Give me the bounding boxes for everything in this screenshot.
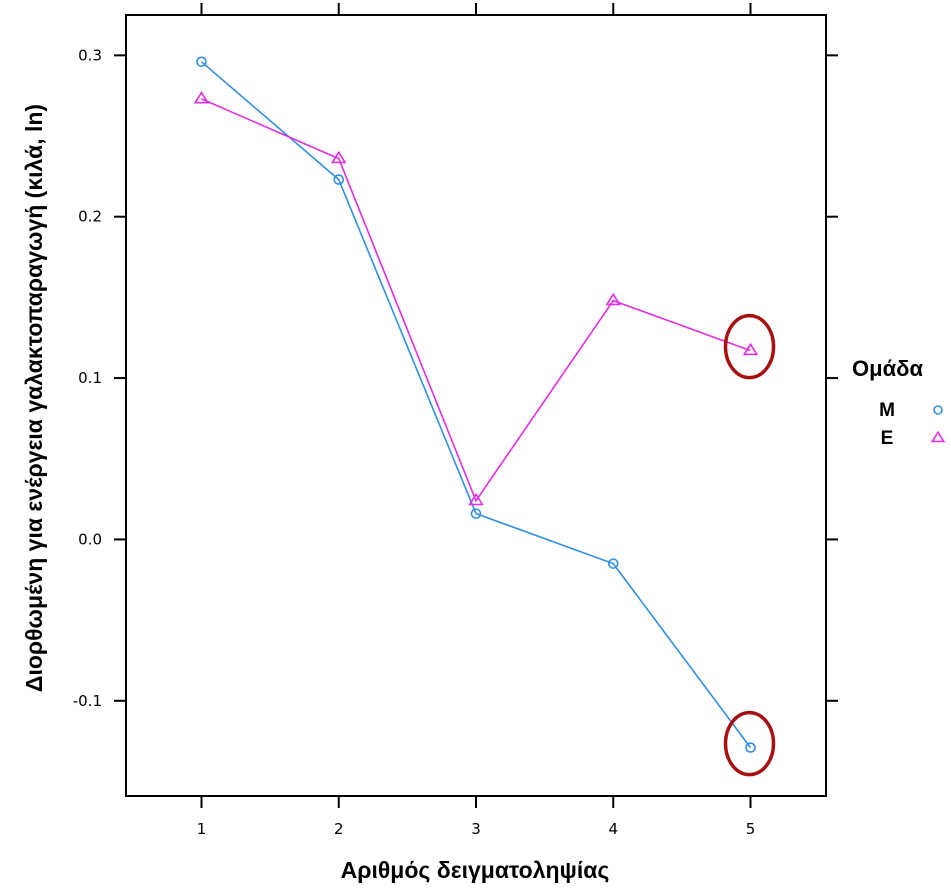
y-axis-title: Διορθωμένη για ενέργεια γαλακτοπαραγωγή …: [21, 104, 47, 692]
y-tick-label-0.1: 0.1: [78, 369, 102, 387]
highlight-circle-1: [723, 313, 776, 380]
legend: Ομάδα ME: [852, 356, 946, 449]
data-point-E-2: [330, 150, 347, 164]
x-tick-label-1: 1: [197, 820, 207, 838]
legend-label-E: E: [881, 428, 894, 449]
x-tick-label-2: 2: [334, 820, 344, 838]
data-point-E-3: [468, 492, 484, 506]
data-point-E-1: [193, 91, 210, 104]
data-point-M-3: [470, 508, 482, 519]
series-line-E: [201, 98, 751, 503]
data-point-E-4: [605, 292, 622, 306]
highlight-circle-2: [723, 710, 776, 777]
series-E: [193, 91, 759, 506]
x-tick-label-4: 4: [608, 820, 618, 838]
y-tick-label--0.1: -0.1: [73, 692, 102, 710]
legend-title: Ομάδα: [852, 356, 923, 381]
data-point-M-1: [196, 56, 207, 68]
data-point-M-4: [607, 558, 619, 569]
data-point-E-5: [742, 342, 759, 356]
legend-marker-M: [933, 405, 943, 415]
legend-marker-E: [930, 430, 946, 443]
data-point-M-5: [745, 742, 756, 753]
legend-label-M: M: [879, 400, 895, 421]
x-axis-title: Αριθμός δειγματοληψίας: [341, 857, 610, 883]
data-point-M-2: [333, 174, 345, 185]
plot-frame: [125, 14, 827, 797]
y-tick-label-0.2: 0.2: [78, 208, 102, 226]
x-tick-label-5: 5: [746, 820, 756, 838]
y-tick-label-0.3: 0.3: [78, 46, 102, 64]
series-line-M: [200, 61, 752, 749]
y-tick-label-0.0: 0.0: [78, 530, 102, 548]
x-tick-label-3: 3: [471, 820, 481, 838]
series-M: [196, 56, 756, 753]
